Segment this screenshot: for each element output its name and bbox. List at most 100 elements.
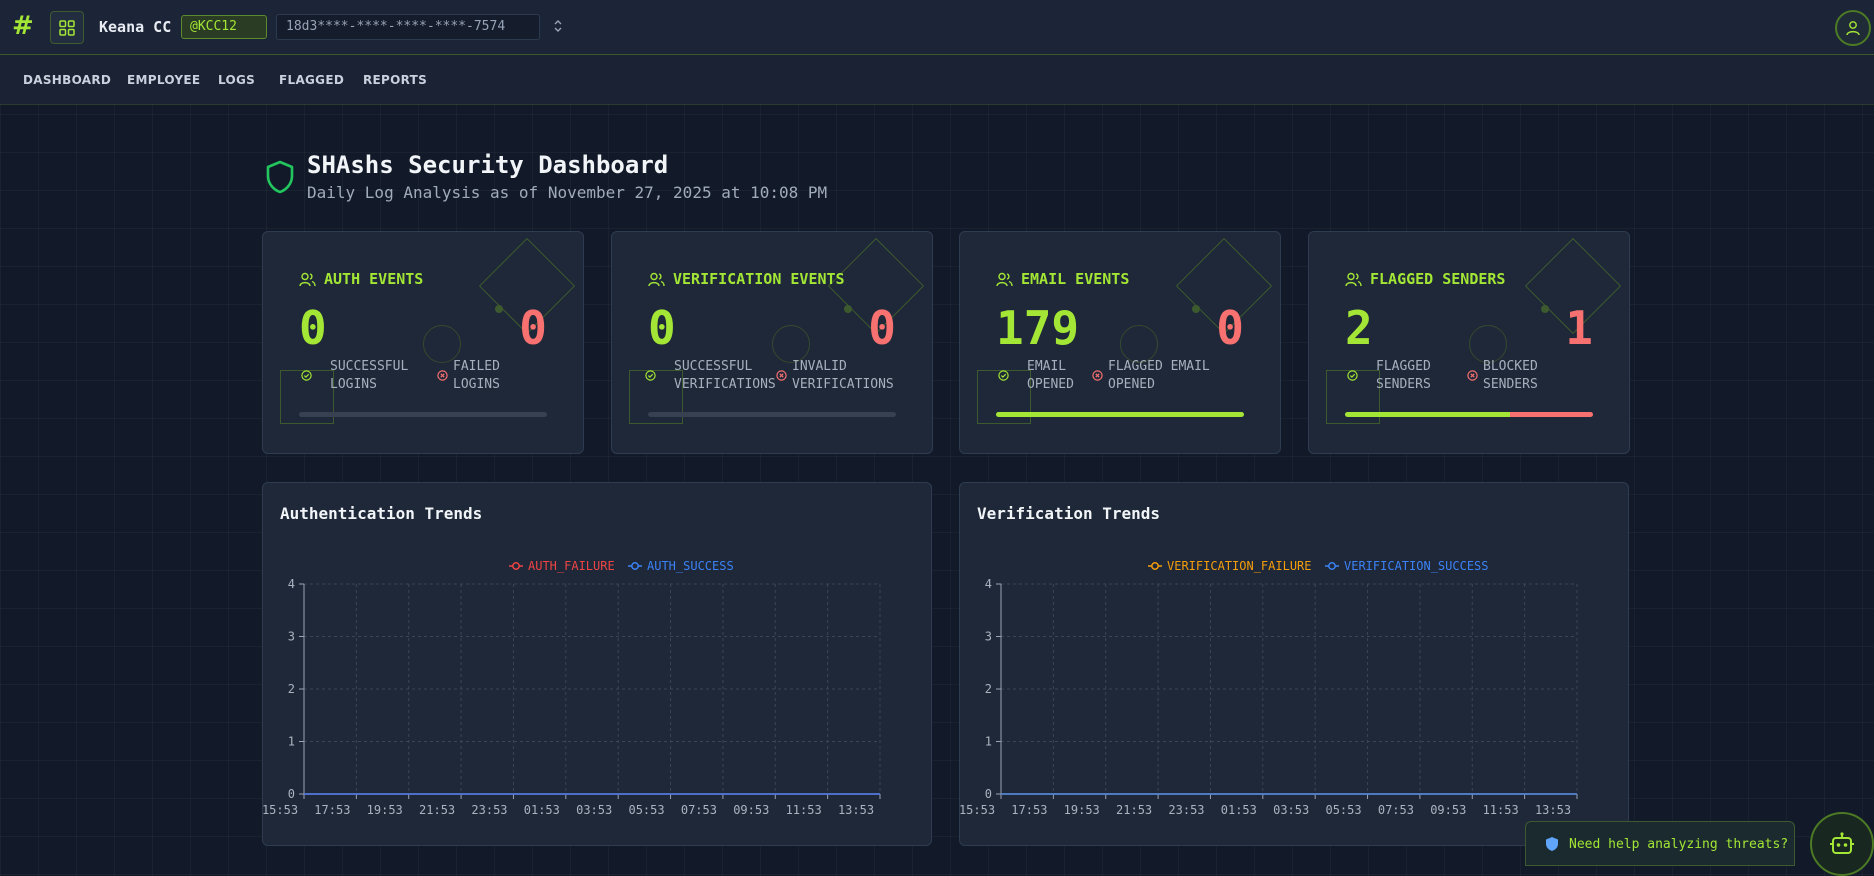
x-tick-label: 09:53 xyxy=(1430,803,1466,817)
top-bar: # Keana CC @KCC12 18d3****-****-****-***… xyxy=(0,0,1874,55)
shield-icon xyxy=(1546,837,1558,851)
label-line: SUCCESSFUL xyxy=(330,359,409,374)
ratio-bar-good xyxy=(1345,412,1511,417)
assistant-prompt-bubble[interactable]: Need help analyzing threats? xyxy=(1525,821,1795,866)
x-tick-label: 01:53 xyxy=(1221,803,1257,817)
check-circle-icon xyxy=(645,370,656,381)
users-icon xyxy=(299,272,316,286)
label-line: INVALID xyxy=(792,359,847,374)
primary-count: 179 xyxy=(996,301,1080,355)
chart-title: Verification Trends xyxy=(977,504,1161,523)
x-tick-label: 03:53 xyxy=(576,803,612,817)
decorative-circle xyxy=(423,325,461,363)
label-line: LOGINS xyxy=(453,377,500,392)
primary-stat-label: SUCCESSFUL LOGINS xyxy=(330,358,408,394)
x-tick-label: 23:53 xyxy=(1168,803,1204,817)
x-tick-label: 21:53 xyxy=(1116,803,1152,817)
check-circle-icon xyxy=(1347,370,1358,381)
x-tick-label: 19:53 xyxy=(1064,803,1100,817)
alert-count: 0 xyxy=(868,301,896,355)
label-line: SENDERS xyxy=(1483,377,1538,392)
user-menu-button[interactable] xyxy=(1835,10,1871,46)
legend-swatch-marker xyxy=(512,562,520,570)
primary-count: 2 xyxy=(1345,301,1373,355)
x-tick-label: 07:53 xyxy=(681,803,717,817)
legend-label: VERIFICATION_FAILURE xyxy=(1167,559,1312,573)
nav-flagged[interactable]: FLAGGED xyxy=(279,73,345,87)
app-logo[interactable]: # xyxy=(12,11,34,41)
legend-label: AUTH_SUCCESS xyxy=(647,559,734,573)
organization-tag: @KCC12 xyxy=(181,15,267,39)
verification-trends-card: Verification Trends 0 1 2 3 4 15:53 17:53 19:53… xyxy=(959,482,1629,846)
card-title: EMAIL EVENTS xyxy=(1021,270,1130,288)
email-events-card: EMAIL EVENTS 179 0 EMAIL OPENED FLAGGED EMAIL… xyxy=(959,231,1281,454)
apps-grid-button[interactable] xyxy=(50,11,84,44)
users-icon xyxy=(1345,272,1362,286)
label-line: OPENED xyxy=(1108,377,1155,392)
decorative-square xyxy=(629,370,683,424)
nav-reports[interactable]: REPORTS xyxy=(363,73,428,87)
grid-icon xyxy=(59,20,75,36)
label-line: SENDERS xyxy=(1376,377,1431,392)
label-line: OPENED xyxy=(1027,377,1074,392)
x-tick-label: 23:53 xyxy=(471,803,507,817)
y-tick-label: 3 xyxy=(985,630,992,644)
assistant-prompt-text: Need help analyzing threats? xyxy=(1569,837,1789,852)
x-tick-label: 03:53 xyxy=(1273,803,1309,817)
x-tick-label: 11:53 xyxy=(786,803,822,817)
primary-stat-label: EMAIL OPENED xyxy=(1027,358,1074,394)
decorative-dot xyxy=(1541,305,1549,313)
x-tick-label: 15:53 xyxy=(263,803,298,817)
ratio-bar-good xyxy=(996,412,1244,417)
chevron-up-down-icon[interactable] xyxy=(553,18,563,34)
alert-stat-label: FAILED LOGINS xyxy=(453,358,500,394)
page-title: SHAshs Security Dashboard xyxy=(307,151,669,179)
ratio-bar-bad xyxy=(1510,412,1593,417)
y-tick-label: 1 xyxy=(985,735,992,749)
robot-icon xyxy=(1830,832,1854,854)
users-icon xyxy=(996,272,1013,286)
label-line: VERIFICATIONS xyxy=(792,377,894,392)
check-circle-icon xyxy=(998,370,1009,381)
legend-label: AUTH_FAILURE xyxy=(528,559,615,573)
y-tick-label: 3 xyxy=(288,630,295,644)
alert-count: 0 xyxy=(1216,301,1244,355)
alert-count: 0 xyxy=(519,301,547,355)
label-line: SUCCESSFUL xyxy=(674,359,753,374)
card-header: AUTH EVENTS xyxy=(299,270,423,288)
alert-count: 1 xyxy=(1565,301,1593,355)
y-tick-label: 1 xyxy=(288,735,295,749)
nav-logs[interactable]: LOGS xyxy=(218,73,256,87)
x-tick-label: 13:53 xyxy=(1535,803,1571,817)
x-circle-icon xyxy=(1467,370,1478,381)
y-tick-label: 4 xyxy=(288,577,295,591)
x-tick-label: 19:53 xyxy=(367,803,403,817)
nav-dashboard[interactable]: DASHBOARD xyxy=(23,73,112,87)
page-subtitle: Daily Log Analysis as of November 27, 20… xyxy=(307,183,828,202)
assistant-bot-button[interactable] xyxy=(1810,812,1874,876)
nav-employee[interactable]: EMPLOYEE xyxy=(127,73,201,87)
x-circle-icon xyxy=(1092,370,1103,381)
y-tick-label: 0 xyxy=(288,787,295,801)
legend-label: VERIFICATION_SUCCESS xyxy=(1344,559,1489,573)
x-tick-label: 09:53 xyxy=(733,803,769,817)
y-tick-label: 0 xyxy=(985,787,992,801)
primary-stat-label: FLAGGED SENDERS xyxy=(1376,358,1431,394)
ratio-bar xyxy=(299,412,547,417)
x-circle-icon xyxy=(776,370,787,381)
card-title: AUTH EVENTS xyxy=(324,270,424,288)
y-tick-label: 2 xyxy=(288,682,295,696)
verification-events-card: VERIFICATION EVENTS 0 0 SUCCESSFUL VERIFICAT… xyxy=(611,231,933,454)
card-header: FLAGGED SENDERS xyxy=(1345,270,1505,288)
ratio-bar xyxy=(1345,412,1593,417)
decorative-dot xyxy=(844,305,852,313)
x-tick-label: 07:53 xyxy=(1378,803,1414,817)
shield-icon xyxy=(266,160,294,194)
api-key-selector[interactable]: 18d3****-****-****-****-7574 xyxy=(276,14,540,40)
x-tick-label: 01:53 xyxy=(524,803,560,817)
y-tick-label: 4 xyxy=(985,577,992,591)
alert-stat-label: INVALID VERIFICATIONS xyxy=(792,358,894,394)
decorative-circle xyxy=(1120,325,1158,363)
primary-stat-label: SUCCESSFUL VERIFICATIONS xyxy=(674,358,776,394)
ratio-bar xyxy=(648,412,896,417)
